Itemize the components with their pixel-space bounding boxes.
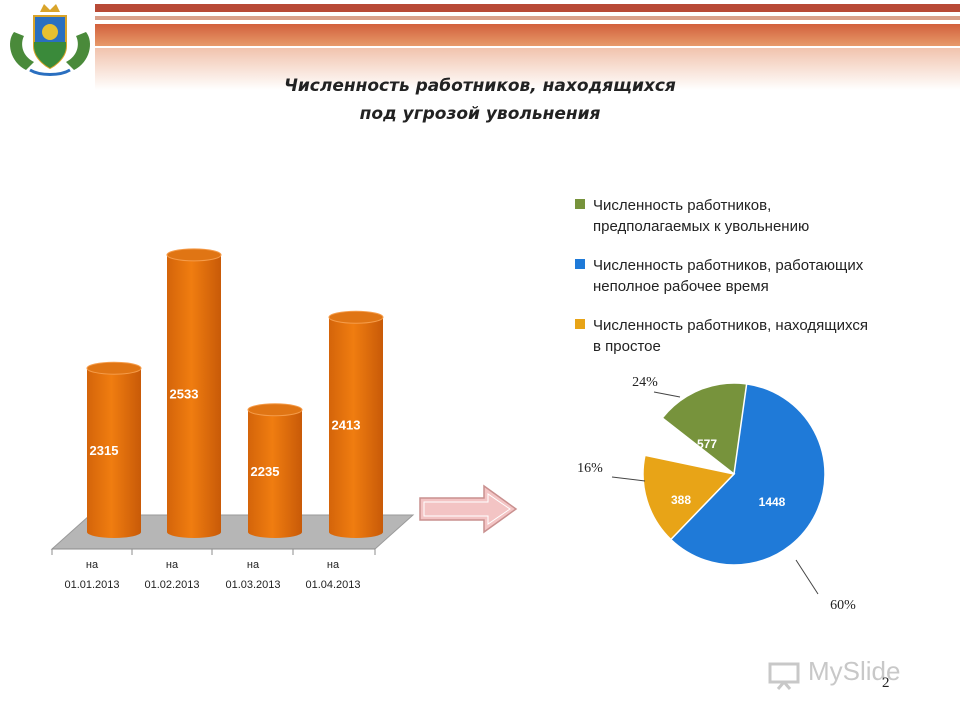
legend-swatch-green	[575, 199, 585, 209]
pie-percent-label: 60%	[830, 598, 856, 613]
slide-icon	[768, 660, 802, 690]
pie-percent-label: 24%	[632, 375, 658, 390]
pie-value-label: 388	[671, 493, 691, 507]
pie-percent-label: 16%	[577, 461, 603, 476]
pie-leader-line	[612, 477, 645, 481]
pie-leader-line	[796, 560, 818, 594]
legend-label: Численность работников, работающих непол…	[593, 255, 873, 297]
watermark-logo: MySlide	[768, 656, 928, 692]
legend-swatch-blue	[575, 259, 585, 269]
legend-label: Численность работников, предполагаемых к…	[593, 195, 873, 237]
pie-leader-line	[654, 392, 680, 397]
pie-value-label: 577	[697, 437, 717, 451]
legend-label: Численность работников, находящихся в пр…	[593, 315, 873, 357]
pie-value-label: 1448	[759, 495, 786, 509]
legend-swatch-orange	[575, 319, 585, 329]
page-number: 2	[882, 675, 890, 692]
